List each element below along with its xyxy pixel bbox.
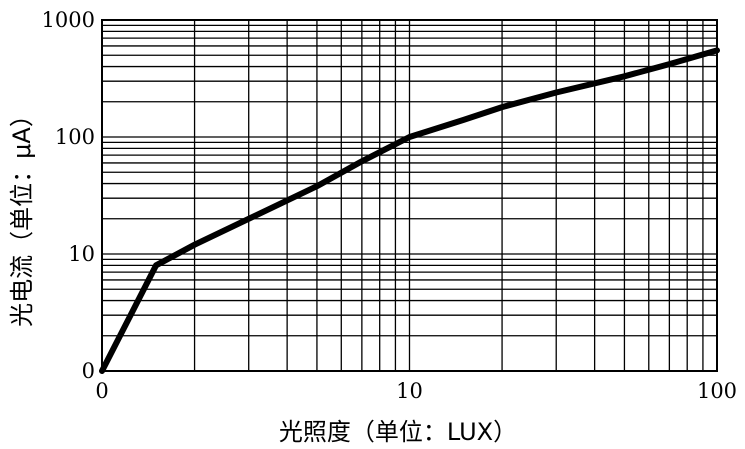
x-tick-label: 10 [396,379,423,403]
series-line [99,47,720,374]
y-tick-label: 1000 [42,8,95,32]
y-axis-title: 光电流（单位：μA） [8,103,36,327]
y-tick-label: 100 [55,125,95,149]
x-axis-title: 光照度（单位：LUX） [279,418,517,446]
plot-frame [101,19,718,372]
y-tick-label: 0 [82,359,95,383]
x-tick-label: 100 [697,379,737,403]
x-tick-label: 0 [95,379,108,403]
grid [101,20,717,372]
y-tick-label: 10 [68,242,95,266]
